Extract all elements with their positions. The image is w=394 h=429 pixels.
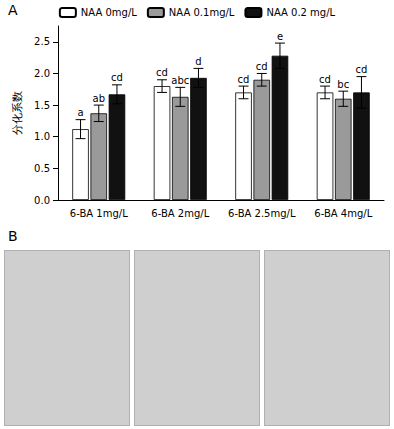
svg-text:NAA 0mg/L: NAA 0mg/L (81, 7, 137, 18)
svg-text:2.5: 2.5 (34, 36, 50, 47)
html-text:B: B (8, 228, 18, 244)
svg-text:2.0: 2.0 (34, 68, 50, 79)
svg-text:cd: cd (356, 64, 368, 75)
svg-text:NAA 0.1mg/L: NAA 0.1mg/L (169, 7, 235, 18)
svg-text:d: d (195, 56, 201, 67)
svg-text:abc: abc (171, 75, 189, 86)
svg-text:1.5: 1.5 (34, 100, 50, 111)
svg-text:0.0: 0.0 (34, 195, 50, 206)
svg-text:a: a (77, 107, 83, 118)
svg-text:cd: cd (156, 67, 168, 78)
svg-text:0.5: 0.5 (34, 163, 50, 174)
svg-text:6-BA 2mg/L: 6-BA 2mg/L (151, 208, 209, 219)
svg-text:6-BA 1mg/L: 6-BA 1mg/L (70, 208, 128, 219)
svg-text:分化系数: 分化系数 (11, 91, 24, 135)
svg-text:cd: cd (256, 61, 268, 72)
svg-text:cd: cd (319, 74, 331, 85)
svg-text:1.0: 1.0 (34, 131, 50, 142)
svg-text:bc: bc (337, 79, 349, 90)
svg-text:cd: cd (238, 74, 250, 85)
svg-text:cd: cd (111, 72, 123, 83)
svg-text:6-BA 4mg/L: 6-BA 4mg/L (314, 208, 372, 219)
svg-text:e: e (277, 31, 283, 42)
svg-text:6-BA 2.5mg/L: 6-BA 2.5mg/L (228, 208, 296, 219)
svg-text:NAA 0.2 mg/L: NAA 0.2 mg/L (266, 7, 335, 18)
html-text:A: A (8, 2, 18, 18)
svg-text:ab: ab (93, 93, 105, 104)
